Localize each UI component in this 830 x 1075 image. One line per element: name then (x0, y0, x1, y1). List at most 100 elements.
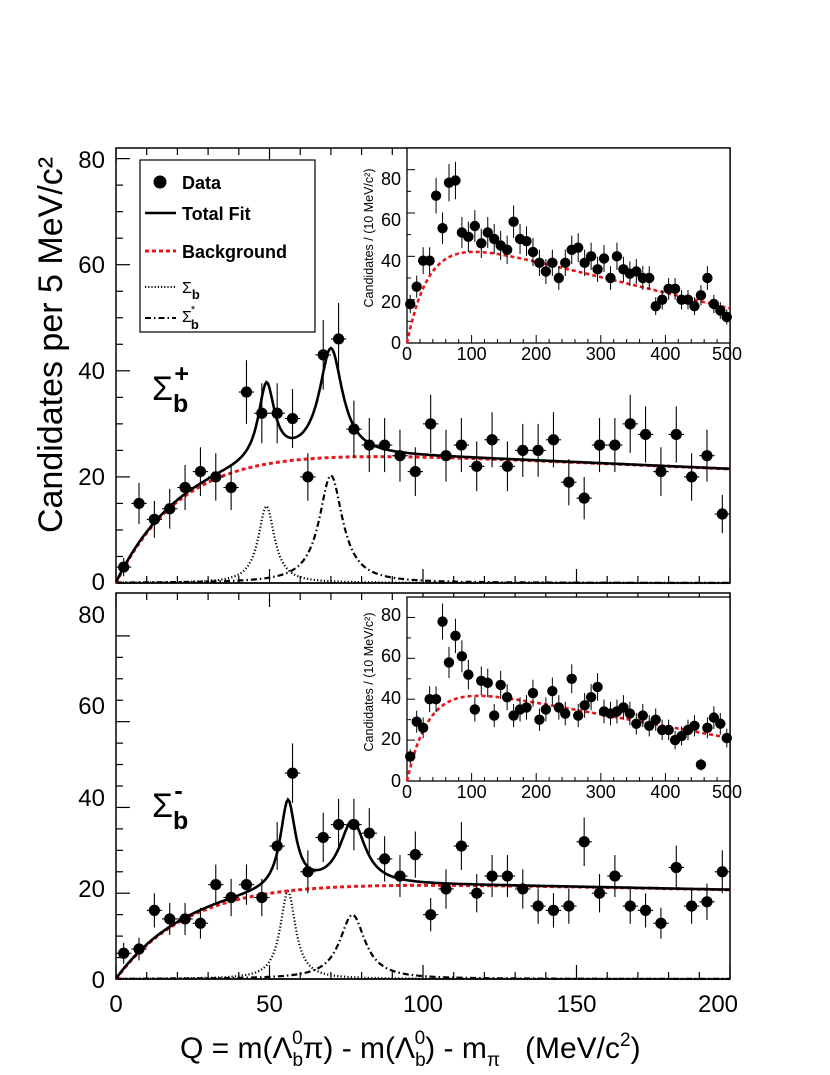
top-inset-data-point (579, 257, 590, 269)
bottom-data-point (701, 896, 713, 908)
bottom-data-point (670, 861, 682, 874)
top-data-point (716, 508, 728, 520)
bottom-data-point (179, 913, 191, 925)
top-data-point (271, 407, 283, 419)
top-inset-data-point (553, 272, 565, 284)
bottom-inset-data-point (624, 708, 636, 719)
top-inset-data-point (489, 233, 500, 245)
top-data-point (332, 333, 345, 345)
bottom-inset-data-point (489, 710, 500, 721)
bottom-inset-x-tick-label: 100 (457, 782, 487, 802)
top-data-point (317, 349, 329, 361)
top-data-point (686, 471, 698, 483)
bottom-data-point (563, 900, 575, 912)
x-tick-label: 150 (556, 991, 596, 1018)
top-data-point (624, 418, 636, 430)
top-inset-data-point (631, 266, 642, 277)
x-tick-labels: 0 50 100 150 200 (109, 991, 738, 1018)
bottom-data-point (686, 900, 698, 912)
top-inset-data-point (430, 190, 442, 201)
top-inset-data-point (656, 294, 668, 305)
top-data-point (670, 428, 682, 441)
top-inset-data-point (508, 216, 519, 227)
bottom-y-tick-label: 0 (92, 967, 105, 994)
top-inset-data-point (605, 272, 616, 284)
bottom-data-point (194, 917, 207, 929)
bottom-inset-data-point (456, 651, 468, 662)
top-inset-y-tick-label: 60 (381, 210, 401, 230)
top-inset-x-tick-label: 200 (521, 344, 551, 364)
top-inset-data-point (405, 298, 416, 310)
bottom-inset-frame (406, 596, 731, 782)
top-data-point (593, 439, 606, 451)
bottom-y-tick-label: 60 (78, 693, 105, 720)
bottom-y-tick-label: 80 (78, 602, 105, 629)
top-data-point (179, 481, 191, 494)
bottom-inset-data-point (417, 722, 429, 734)
top-data-point (701, 450, 713, 462)
bottom-data-point (317, 831, 329, 844)
top-data-point (409, 465, 421, 478)
top-data-point (194, 465, 207, 478)
bottom-inset: Candidates / (10 MeV/c²) 0 20 40 60 80 0… (362, 596, 742, 802)
top-y-tick-labels: 0 20 40 60 80 (78, 147, 105, 596)
bottom-inset-data-point (482, 677, 493, 689)
x-axis-label: Q = m(Λb0π) - m(Λb0) - mπ (MeV/c2) (180, 1028, 641, 1071)
bottom-inset-data-point (521, 702, 532, 713)
top-data-point (517, 444, 529, 456)
bottom-inset-data-point (708, 712, 720, 723)
bottom-data-point (486, 870, 498, 882)
top-data-point (348, 423, 360, 435)
bottom-data-point (394, 870, 406, 882)
bottom-inset-data-point (540, 704, 552, 715)
top-total-fit-curve (114, 346, 731, 583)
bottom-inset-data-point (534, 714, 545, 725)
top-inset-y-tick-label: 20 (381, 292, 401, 312)
top-data-point (486, 434, 498, 446)
top-inset: Candidates / (10 MeV/c²) 0 20 40 60 80 0… (362, 147, 742, 364)
x-tick-label: 50 (256, 991, 283, 1018)
bottom-data-point (210, 879, 222, 891)
bottom-inset-data-point (579, 700, 590, 711)
top-data-point (501, 460, 514, 472)
top-inset-data-point (669, 283, 681, 295)
bottom-inset-y-tick-label: 80 (381, 605, 401, 625)
bottom-data-point (517, 883, 529, 895)
top-data-point (363, 439, 375, 451)
top-inset-data-point (501, 244, 513, 256)
top-inset-data-point (598, 253, 610, 264)
top-inset-data-point (482, 227, 493, 238)
bottom-inset-data-point (676, 730, 687, 742)
top-y-tick-label: 80 (78, 147, 105, 174)
top-inset-data-point (476, 238, 487, 249)
bottom-data-point (593, 887, 606, 899)
bottom-inset-data-point (553, 702, 565, 713)
bottom-data-point (286, 767, 299, 779)
bottom-data-point (409, 849, 421, 861)
bottom-inset-y-tick-label: 20 (381, 729, 401, 749)
top-inset-data-point (715, 305, 726, 316)
bottom-inset-data-point (527, 687, 539, 699)
bottom-inset-data-point (572, 710, 584, 721)
x-tick-label: 200 (698, 991, 738, 1018)
top-inset-data-point (650, 300, 661, 312)
top-inset-data-point (411, 281, 422, 292)
bottom-data-point (532, 900, 544, 912)
bottom-y-tick-label: 20 (78, 876, 105, 903)
bottom-inset-data-point (644, 720, 655, 731)
top-data-point (286, 412, 299, 425)
top-inset-background-curve (405, 250, 731, 344)
bottom-inset-background-curve (405, 694, 731, 782)
legend-sigma-b-star-label: Σb* (182, 304, 199, 332)
top-inset-data-point (708, 298, 720, 310)
bottom-inset-y-tick-label: 40 (381, 688, 401, 708)
bottom-data-point (655, 917, 667, 929)
top-data-point (547, 434, 560, 446)
bottom-data-point (240, 879, 253, 891)
top-inset-y-tick-label: 0 (391, 333, 401, 353)
bottom-inset-data-point (702, 722, 713, 734)
top-inset-data-point (611, 251, 623, 262)
top-inset-data-point (689, 300, 700, 312)
bottom-data-point (716, 866, 728, 878)
